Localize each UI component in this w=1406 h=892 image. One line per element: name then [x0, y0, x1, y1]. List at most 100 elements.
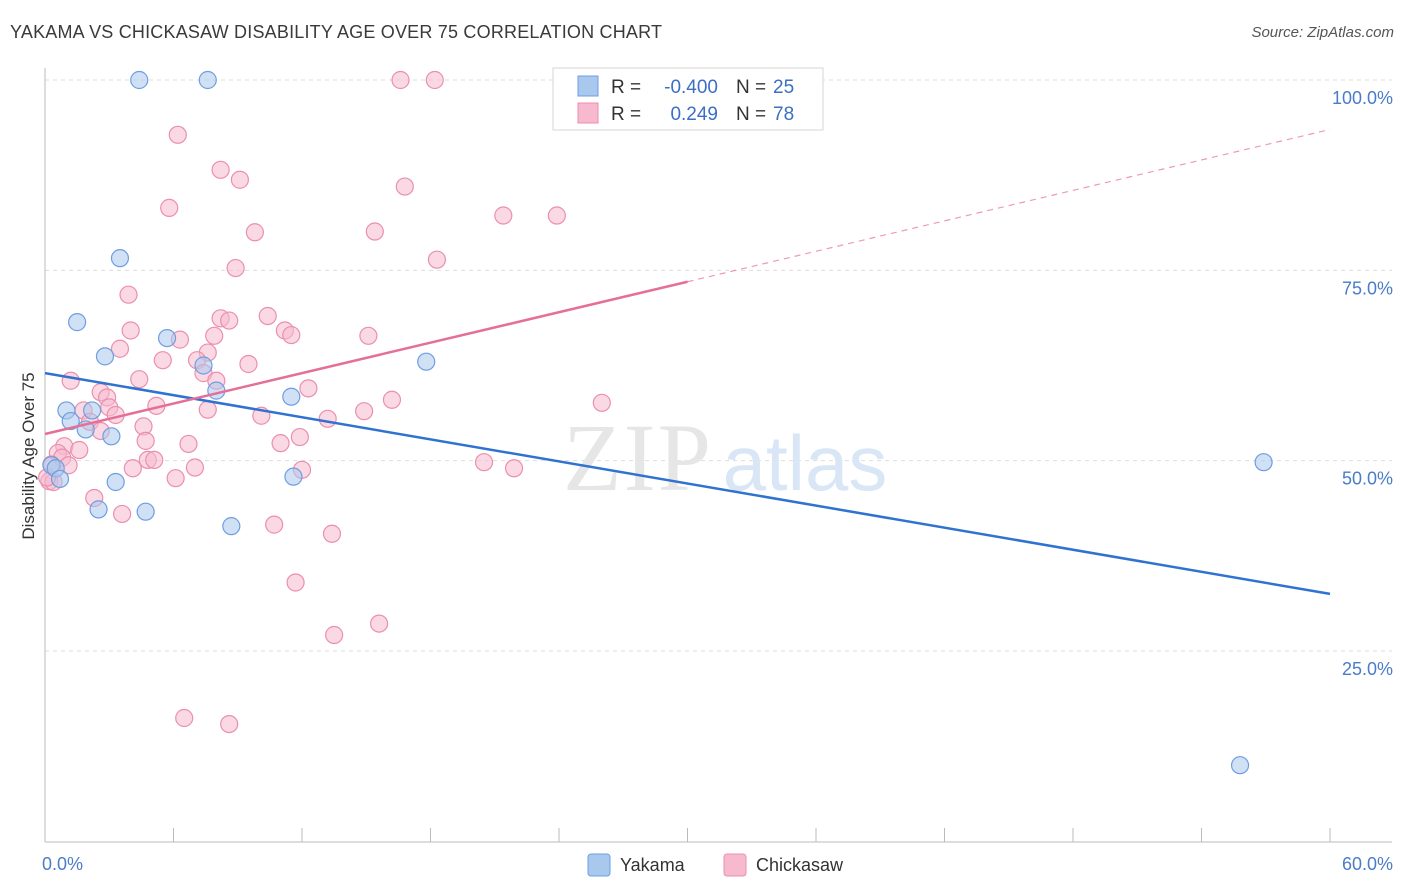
yakama-point — [89, 500, 108, 519]
chickasaw-point — [211, 160, 230, 179]
chickasaw-point — [592, 393, 611, 412]
yakama-point — [130, 70, 149, 90]
chickasaw-trend-line — [44, 280, 688, 436]
yakama-point — [198, 70, 217, 90]
yakama-point — [83, 401, 102, 420]
chickasaw-point — [370, 614, 389, 633]
yakama-point — [207, 381, 226, 400]
legend-swatch-yakama — [577, 75, 599, 97]
chickasaw-point — [70, 440, 89, 460]
chickasaw-point — [290, 427, 309, 447]
chickasaw-point — [265, 515, 284, 534]
bottom-legend-swatch-yakama — [587, 853, 611, 877]
chickasaw-point — [226, 258, 245, 278]
chickasaw-point — [123, 459, 142, 478]
chart-title: YAKAMA VS CHICKASAW DISABILITY AGE OVER … — [10, 22, 663, 42]
chickasaw-trend-extension — [687, 128, 1331, 283]
chickasaw-point — [395, 177, 414, 196]
bottom-legend-label-yakama: Yakama — [620, 855, 686, 875]
chickasaw-point — [61, 371, 80, 390]
bottom-legend-swatch-chickasaw — [723, 853, 747, 877]
tick-labels: 25.0% 50.0% 75.0% 100.0% 0.0% 60.0% — [42, 88, 1393, 874]
bottom-legend-label-chickasaw: Chickasaw — [756, 855, 844, 875]
chickasaw-point — [504, 459, 524, 478]
watermark-zip: ZIP — [563, 404, 713, 511]
chickasaw-point — [220, 311, 239, 330]
x-tick-label-min: 0.0% — [42, 854, 83, 874]
yakama-points — [42, 70, 1273, 775]
yakama-point — [222, 517, 241, 536]
chickasaw-point — [425, 70, 444, 90]
legend-r-value-chickasaw: 0.249 — [670, 104, 718, 125]
series-legend: Yakama Chickasaw — [587, 853, 844, 877]
chickasaw-point — [168, 125, 187, 144]
chickasaw-point — [153, 351, 172, 370]
legend-n-label: N = — [736, 104, 766, 125]
chickasaw-point — [245, 223, 264, 242]
chickasaw-point — [427, 250, 447, 269]
chickasaw-point — [179, 434, 198, 454]
chickasaw-point — [136, 431, 155, 450]
chickasaw-point — [325, 625, 344, 645]
chickasaw-point — [494, 206, 513, 225]
chickasaw-point — [474, 453, 494, 472]
chickasaw-point — [220, 714, 239, 734]
chickasaw-point — [130, 370, 149, 389]
chickasaw-point — [110, 339, 130, 358]
chickasaw-point — [365, 222, 384, 241]
chickasaw-points — [38, 70, 611, 734]
yakama-point — [50, 469, 70, 489]
yakama-point — [95, 347, 115, 366]
yakama-point — [157, 328, 177, 348]
chickasaw-point — [382, 390, 402, 409]
watermark-atlas: atlas — [723, 419, 888, 507]
chickasaw-point — [322, 524, 342, 543]
legend-r-label: R = — [611, 77, 641, 98]
chickasaw-point — [359, 326, 378, 345]
yakama-point — [282, 387, 301, 406]
chickasaw-point — [271, 434, 290, 453]
watermark: ZIP atlas — [563, 404, 887, 511]
legend-r-label: R = — [611, 104, 641, 125]
legend-swatch-chickasaw — [577, 102, 599, 124]
chickasaw-point — [119, 285, 138, 304]
yakama-point — [284, 467, 303, 486]
chickasaw-point — [166, 469, 185, 488]
chickasaw-point — [391, 70, 410, 90]
chickasaw-point — [282, 325, 301, 345]
chickasaw-point — [258, 306, 277, 326]
yakama-point — [102, 427, 121, 446]
trend-lines — [44, 128, 1331, 596]
chickasaw-point — [205, 326, 224, 345]
y-tick-label: 25.0% — [1342, 659, 1393, 679]
y-tick-label: 50.0% — [1342, 469, 1393, 489]
chickasaw-point — [160, 198, 179, 218]
y-tick-label: 75.0% — [1342, 278, 1393, 298]
chickasaw-point — [121, 321, 140, 340]
chickasaw-point — [230, 170, 249, 189]
chickasaw-point — [239, 354, 258, 374]
legend-r-value-yakama: -0.400 — [664, 77, 718, 98]
chickasaw-point — [355, 402, 374, 421]
source-credit: Source: ZipAtlas.com — [1251, 24, 1394, 41]
chickasaw-point — [112, 504, 132, 524]
yakama-point — [110, 249, 130, 268]
yakama-trend-line — [44, 371, 1331, 596]
y-axis-label: Disability Age Over 75 — [19, 372, 38, 539]
y-tick-label: 100.0% — [1332, 88, 1393, 108]
chickasaw-point — [547, 206, 566, 225]
chickasaw-point — [198, 400, 217, 419]
chickasaw-point — [175, 708, 194, 728]
legend-n-label: N = — [736, 77, 766, 98]
chickasaw-point — [185, 458, 205, 477]
yakama-point — [1230, 756, 1250, 775]
yakama-point — [194, 356, 213, 375]
legend-n-value-yakama: 25 — [773, 77, 794, 98]
yakama-point — [136, 502, 155, 521]
yakama-point — [106, 472, 125, 492]
stats-legend: R = -0.400 N = 25 R = 0.249 N = 78 — [552, 67, 824, 131]
yakama-point — [1254, 453, 1273, 472]
legend-n-value-chickasaw: 78 — [773, 104, 794, 125]
yakama-point — [61, 411, 80, 431]
